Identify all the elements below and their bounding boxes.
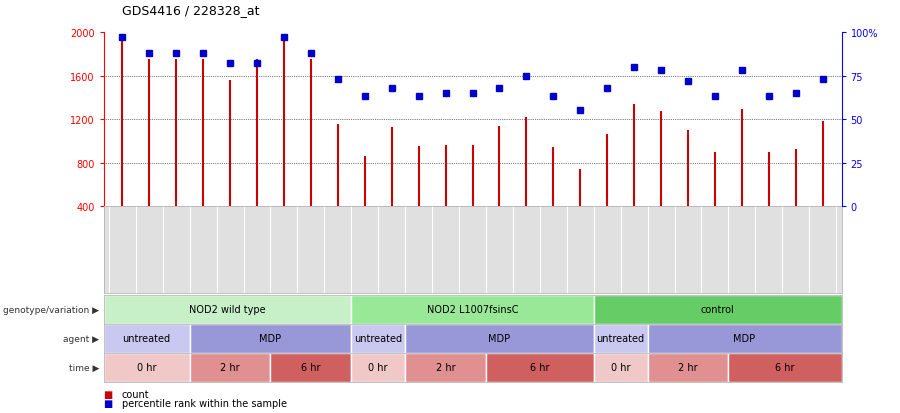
- Text: MDP: MDP: [734, 334, 756, 344]
- Bar: [104, 324, 190, 353]
- Text: untreated: untreated: [355, 334, 402, 344]
- Text: GDS4416 / 228328_at: GDS4416 / 228328_at: [122, 4, 259, 17]
- Text: MDP: MDP: [259, 334, 282, 344]
- Text: 2 hr: 2 hr: [436, 363, 455, 373]
- Text: time ▶: time ▶: [68, 363, 99, 372]
- Bar: [594, 295, 842, 324]
- Text: agent ▶: agent ▶: [63, 334, 99, 343]
- Text: percentile rank within the sample: percentile rank within the sample: [122, 398, 286, 408]
- Bar: [104, 295, 351, 324]
- Bar: [351, 324, 405, 353]
- Text: 6 hr: 6 hr: [530, 363, 550, 373]
- Bar: [594, 324, 648, 353]
- Bar: [190, 324, 351, 353]
- Text: 0 hr: 0 hr: [611, 363, 630, 373]
- Text: MDP: MDP: [489, 334, 510, 344]
- Text: untreated: untreated: [122, 334, 171, 344]
- Bar: [594, 353, 648, 382]
- Text: ■: ■: [104, 398, 112, 408]
- Bar: [351, 353, 405, 382]
- Text: count: count: [122, 389, 149, 399]
- Text: 6 hr: 6 hr: [775, 363, 795, 373]
- Bar: [648, 353, 728, 382]
- Text: 2 hr: 2 hr: [220, 363, 240, 373]
- Bar: [190, 353, 271, 382]
- Text: 0 hr: 0 hr: [137, 363, 157, 373]
- Text: untreated: untreated: [597, 334, 644, 344]
- Bar: [271, 353, 351, 382]
- Text: control: control: [701, 305, 734, 315]
- Text: ■: ■: [104, 389, 112, 399]
- Bar: [728, 353, 842, 382]
- Text: 6 hr: 6 hr: [302, 363, 320, 373]
- Text: 0 hr: 0 hr: [368, 363, 388, 373]
- Bar: [405, 353, 486, 382]
- Bar: [351, 295, 594, 324]
- Bar: [405, 324, 594, 353]
- Bar: [104, 353, 190, 382]
- Bar: [486, 353, 594, 382]
- Text: 2 hr: 2 hr: [679, 363, 698, 373]
- Text: genotype/variation ▶: genotype/variation ▶: [3, 305, 99, 314]
- Text: NOD2 wild type: NOD2 wild type: [189, 305, 266, 315]
- Text: NOD2 L1007fsinsC: NOD2 L1007fsinsC: [427, 305, 518, 315]
- Bar: [648, 324, 842, 353]
